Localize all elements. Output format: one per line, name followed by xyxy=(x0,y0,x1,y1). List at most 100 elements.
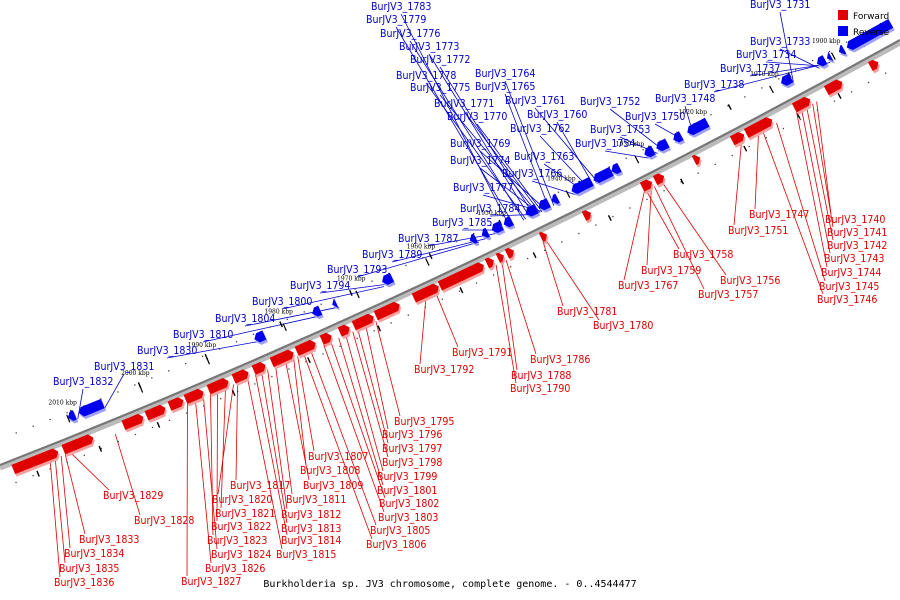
reverse-gene-label: BurJV3_1777 xyxy=(453,182,513,194)
reverse-label-connector xyxy=(428,53,531,218)
reverse-label-connector xyxy=(439,66,535,216)
forward-gene-label: BurJV3_1799 xyxy=(377,471,437,483)
reverse-gene-block xyxy=(312,305,323,317)
reverse-gene-block xyxy=(67,410,77,421)
forward-label-connector xyxy=(267,369,288,510)
kbp-tick-label: 2000 kbp xyxy=(121,370,150,377)
feature-tick-mark xyxy=(377,325,382,332)
kbp-tick-label: 1900 kbp xyxy=(812,38,841,45)
forward-label-connector xyxy=(754,132,759,210)
forward-gene-block xyxy=(581,210,592,221)
kbp-tick-label: 1990 kbp xyxy=(188,342,217,349)
reverse-label-connector xyxy=(531,180,576,196)
reverse-gene-label: BurJV3_1733 xyxy=(750,36,810,48)
forward-gene-label: BurJV3_1808 xyxy=(300,465,360,477)
forward-label-connector xyxy=(776,122,826,282)
forward-gene-label: BurJV3_1757 xyxy=(698,289,758,301)
dotted-arc-dot xyxy=(235,341,238,343)
forward-gene-block xyxy=(691,154,701,166)
reverse-label-connector xyxy=(749,63,828,77)
dotted-arc-dot xyxy=(100,447,102,450)
reverse-gene-label: BurJV3_1765 xyxy=(475,81,535,93)
forward-gene-block xyxy=(729,131,745,146)
dotted-arc-dot xyxy=(322,353,324,355)
forward-label-connector xyxy=(357,329,389,444)
forward-label-connector xyxy=(297,356,315,452)
dotted-arc-dot xyxy=(117,440,120,443)
reverse-gene-block xyxy=(503,216,514,228)
dotted-arc-dot xyxy=(424,306,426,308)
reverse-gene-label: BurJV3_1760 xyxy=(527,109,587,121)
dotted-arc-dot xyxy=(710,114,712,116)
forward-gene-label: BurJV3_1744 xyxy=(821,267,881,279)
forward-label-connector xyxy=(806,106,834,241)
forward-label-connector xyxy=(733,141,742,226)
reverse-label-connector xyxy=(166,340,265,359)
dotted-arc-dot xyxy=(811,59,814,62)
dotted-arc-dot xyxy=(49,468,51,470)
feature-tick-mark xyxy=(204,353,209,360)
forward-gene-label: BurJV3_1817 xyxy=(230,480,290,492)
dotted-arc-dot xyxy=(523,208,526,210)
forward-gene-block xyxy=(373,301,400,321)
forward-gene-block xyxy=(823,79,843,96)
dotted-arc-dot xyxy=(544,249,546,251)
dotted-arc-dot xyxy=(303,311,305,313)
forward-gene-label: BurJV3_1803 xyxy=(378,512,438,524)
forward-gene-label: BurJV3_1827 xyxy=(181,576,241,588)
reverse-gene-label: BurJV3_1830 xyxy=(137,345,197,357)
reverse-label-connector xyxy=(476,123,543,212)
forward-gene-label: BurJV3_1824 xyxy=(211,549,271,561)
kbp-tick-label: 1960 kbp xyxy=(407,243,436,250)
reverse-gene-label: BurJV3_1831 xyxy=(94,361,154,373)
dotted-arc-dot xyxy=(456,240,458,243)
forward-gene-label: BurJV3_1834 xyxy=(64,548,124,560)
forward-gene-label: BurJV3_1741 xyxy=(827,227,887,239)
forward-gene-label: BurJV3_1788 xyxy=(511,370,571,382)
dotted-arc-dot xyxy=(134,384,136,386)
reverse-gene-block xyxy=(673,131,684,143)
forward-gene-block xyxy=(144,404,166,421)
forward-gene-label: BurJV3_1758 xyxy=(673,249,733,261)
reverse-label-connector xyxy=(713,61,831,93)
chromosome-backbone-shadow xyxy=(0,40,900,471)
forward-gene-block xyxy=(337,324,350,337)
reverse-gene-block xyxy=(687,117,710,136)
forward-gene-label: BurJV3_1813 xyxy=(281,523,341,535)
forward-gene-label: BurJV3_1740 xyxy=(825,214,885,226)
forward-gene-label: BurJV3_1801 xyxy=(377,485,437,497)
reverse-gene-block xyxy=(816,55,828,67)
reverse-gene-block xyxy=(656,138,670,152)
dotted-arc-dot xyxy=(168,419,171,421)
kbp-tick-label: 1970 kbp xyxy=(337,276,366,283)
forward-gene-block xyxy=(294,339,316,356)
reverse-label-connector xyxy=(479,167,540,214)
forward-label-connector xyxy=(623,191,645,281)
reverse-label-connector xyxy=(765,61,824,67)
reverse-gene-block xyxy=(332,298,339,308)
forward-label-connector xyxy=(323,344,385,513)
forward-label-connector xyxy=(812,103,834,228)
forward-gene-block xyxy=(504,247,514,259)
forward-gene-block xyxy=(495,252,504,263)
reverse-gene-block xyxy=(838,44,847,55)
forward-gene-block xyxy=(11,448,59,475)
forward-gene-block xyxy=(183,388,204,405)
forward-gene-label: BurJV3_1812 xyxy=(281,509,341,521)
forward-gene-label: BurJV3_1829 xyxy=(103,490,163,502)
reverse-label-connector xyxy=(556,121,595,187)
forward-gene-label: BurJV3_1836 xyxy=(54,577,114,589)
dotted-arc-dot xyxy=(168,370,170,372)
forward-gene-label: BurJV3_1809 xyxy=(303,480,363,492)
forward-gene-label: BurJV3_1833 xyxy=(79,534,139,546)
feature-tick-mark xyxy=(796,112,801,119)
dotted-arc-dot xyxy=(795,69,797,71)
dotted-arc-dot xyxy=(761,87,763,89)
forward-gene-label: BurJV3_1781 xyxy=(557,306,617,318)
dotted-arc-dot xyxy=(625,157,627,159)
forward-label-connector xyxy=(816,101,832,215)
dotted-arc-dot xyxy=(714,163,716,166)
feature-tick-mark xyxy=(837,93,842,99)
kbp-tick-label: 1930 kbp xyxy=(616,141,645,148)
legend-reverse-swatch xyxy=(838,26,848,36)
